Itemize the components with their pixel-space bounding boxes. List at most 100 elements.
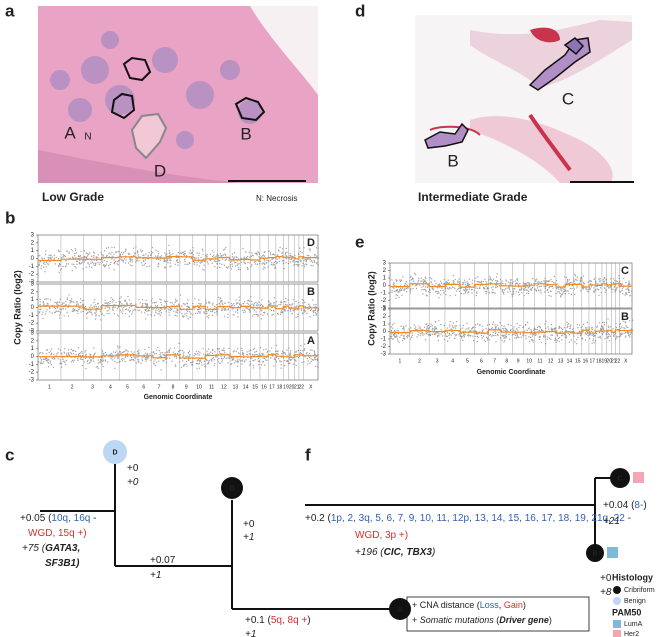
copy-ratio-point xyxy=(282,260,284,262)
copy-ratio-point xyxy=(516,333,518,336)
copy-ratio-point xyxy=(495,284,497,286)
copy-ratio-point xyxy=(631,332,633,334)
copy-ratio-point xyxy=(56,307,59,309)
copy-ratio-point xyxy=(460,292,462,294)
copy-ratio-point xyxy=(619,283,621,285)
copy-ratio-point xyxy=(102,365,104,368)
copy-ratio-point xyxy=(494,332,497,334)
copy-ratio-point xyxy=(287,310,289,312)
copy-ratio-point xyxy=(479,287,481,290)
copy-ratio-point xyxy=(212,256,214,258)
copy-ratio-point xyxy=(181,305,183,307)
copy-ratio-point xyxy=(454,337,456,340)
copy-ratio-point xyxy=(203,269,205,271)
copy-ratio-point xyxy=(221,349,223,351)
caption: Low Grade xyxy=(42,190,104,204)
copy-ratio-point xyxy=(392,338,394,340)
copy-ratio-point xyxy=(198,308,200,310)
copy-ratio-point xyxy=(205,299,207,301)
copy-ratio-point xyxy=(233,314,235,316)
copy-ratio-point xyxy=(261,361,263,363)
copy-ratio-point xyxy=(196,368,198,370)
copy-ratio-point xyxy=(495,327,497,329)
copy-ratio-point xyxy=(247,299,249,301)
copy-ratio-point xyxy=(292,261,294,263)
copy-ratio-point xyxy=(618,277,620,280)
copy-ratio-point xyxy=(261,256,263,258)
copy-ratio-point xyxy=(166,260,168,262)
copy-ratio-point xyxy=(112,309,114,311)
copy-ratio-point xyxy=(468,288,470,290)
copy-ratio-point xyxy=(72,309,74,311)
copy-ratio-point xyxy=(178,354,180,357)
copy-ratio-point xyxy=(285,298,287,300)
copy-ratio-point xyxy=(475,324,477,326)
copy-ratio-point xyxy=(116,314,118,316)
copy-ratio-point xyxy=(477,323,479,325)
copy-ratio-point xyxy=(280,301,282,304)
copy-ratio-point xyxy=(437,283,439,286)
copy-ratio-point xyxy=(146,303,148,305)
region-label: N xyxy=(84,132,91,143)
copy-ratio-point xyxy=(218,361,220,363)
copy-ratio-point xyxy=(479,331,481,333)
copy-ratio-point xyxy=(283,352,285,354)
copy-ratio-point xyxy=(42,363,44,365)
copy-ratio-point xyxy=(242,351,244,354)
copy-ratio-point xyxy=(59,250,61,252)
copy-ratio-point xyxy=(428,328,430,330)
copy-ratio-point xyxy=(435,282,437,285)
copy-ratio-point xyxy=(519,333,521,335)
copy-ratio-point xyxy=(468,327,470,329)
copy-ratio-point xyxy=(402,337,404,339)
copy-ratio-point xyxy=(625,282,627,284)
copy-ratio-point xyxy=(599,280,601,282)
copy-ratio-point xyxy=(556,334,558,336)
copy-ratio-point xyxy=(188,307,191,309)
chromosome-label: 16 xyxy=(261,384,267,390)
copy-ratio-point xyxy=(444,288,447,290)
copy-ratio-point xyxy=(396,335,398,337)
copy-ratio-point xyxy=(175,311,177,313)
copy-ratio-point xyxy=(178,342,180,345)
copy-ratio-point xyxy=(286,360,288,362)
copy-ratio-point xyxy=(567,325,569,328)
copy-ratio-point xyxy=(277,350,279,352)
copy-ratio-point xyxy=(544,282,546,284)
copy-ratio-point xyxy=(393,333,395,336)
copy-ratio-point xyxy=(448,332,450,334)
copy-ratio-point xyxy=(471,328,473,330)
copy-ratio-point xyxy=(123,258,126,260)
copy-ratio-point xyxy=(77,353,80,355)
copy-ratio-point xyxy=(283,260,285,262)
copy-ratio-point xyxy=(63,351,65,353)
copy-ratio-point xyxy=(310,264,312,267)
copy-ratio-point xyxy=(160,255,162,257)
copy-ratio-point xyxy=(87,363,89,365)
copy-ratio-point xyxy=(423,281,425,283)
copy-ratio-point xyxy=(457,281,459,284)
copy-ratio-point xyxy=(50,354,52,356)
copy-ratio-point xyxy=(415,287,417,290)
copy-ratio-point xyxy=(409,292,411,294)
copy-ratio-point xyxy=(212,302,214,304)
copy-ratio-point xyxy=(171,305,173,307)
copy-ratio-point xyxy=(71,301,73,303)
copy-ratio-point xyxy=(283,364,286,367)
copy-ratio-point xyxy=(182,355,184,357)
copy-ratio-point xyxy=(267,300,270,302)
copy-ratio-point xyxy=(289,304,291,306)
copy-ratio-point xyxy=(391,329,393,331)
copy-ratio-point xyxy=(566,290,568,292)
copy-ratio-point xyxy=(199,312,201,314)
copy-ratio-point xyxy=(392,324,394,326)
copy-ratio-point xyxy=(86,317,88,319)
copy-ratio-point xyxy=(580,290,582,292)
copy-ratio-point xyxy=(100,359,102,361)
copy-ratio-point xyxy=(51,348,53,350)
copy-ratio-point xyxy=(409,338,412,340)
copy-ratio-point xyxy=(148,346,150,348)
copy-ratio-point xyxy=(442,283,444,286)
copy-ratio-point xyxy=(208,310,210,312)
copy-ratio-point xyxy=(457,280,459,282)
